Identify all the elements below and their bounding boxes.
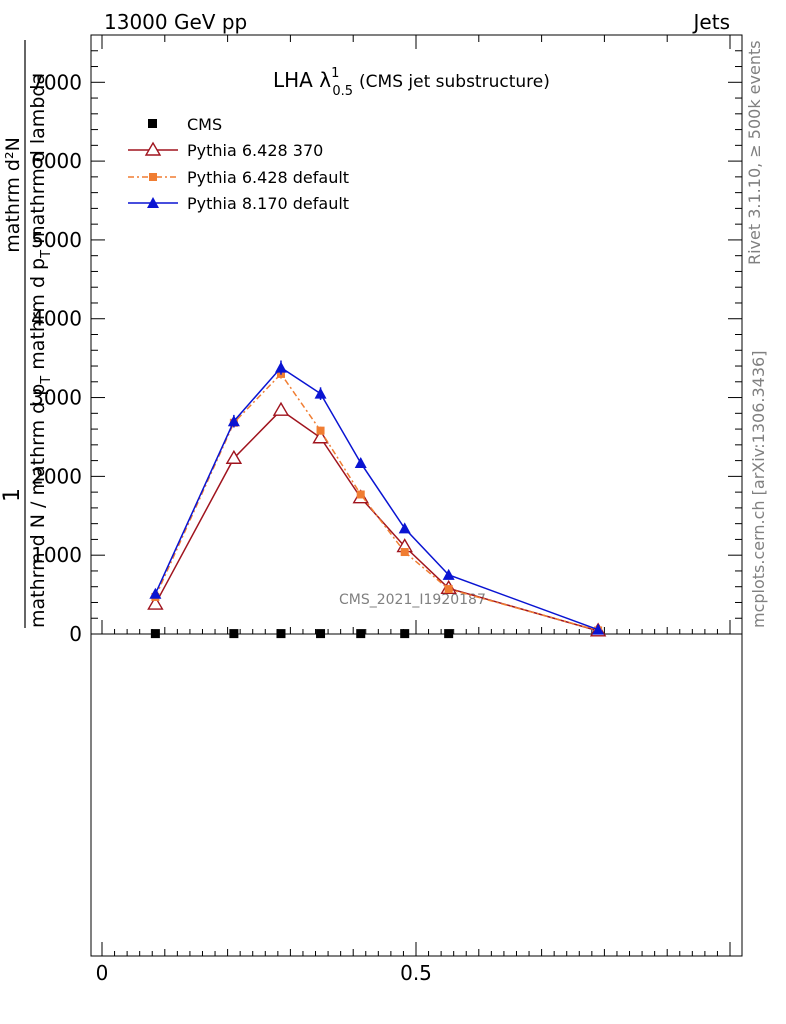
side-text-bottom: mcplots.cern.ch [arXiv:1306.3436] (749, 351, 768, 628)
data-point-p8-default (398, 522, 411, 534)
data-point-p8-default (592, 623, 605, 635)
legend-marker-p6-370 (144, 141, 162, 156)
data-point-p6-370 (312, 429, 329, 444)
data-point-cms (316, 629, 326, 639)
data-point-p8-default (227, 415, 240, 427)
y-tick-label: 4000 (31, 307, 82, 331)
y-tick-label: 3000 (31, 386, 82, 410)
title-main: LHA λ (273, 68, 331, 92)
data-point-p8-default (442, 568, 455, 580)
legend-label-cms: CMS (187, 115, 222, 134)
legend-marker-cms (148, 119, 157, 128)
data-point-p8-default (149, 587, 162, 599)
y-axis-tick-labels: 0 1000 2000 3000 4000 5000 6000 7000 (31, 70, 82, 646)
y-label-den-sub1: T (39, 376, 54, 385)
side-text-top: Rivet 3.1.10, ≥ 500k events (745, 40, 764, 265)
y-label-den-part2: mathrm d p (27, 258, 49, 376)
y-label-den-part1: mathrm d N / mathrm d p (27, 384, 49, 628)
data-point-cms (150, 629, 160, 639)
x-tick-label: 0.5 (400, 961, 432, 985)
y-label-one: 1 (0, 488, 25, 502)
data-point-p8-default (314, 387, 327, 399)
legend-label-p6-370: Pythia 6.428 370 (187, 141, 323, 160)
data-point-p6-370 (147, 595, 164, 610)
series-cms (150, 629, 454, 639)
data-point-p8-default (354, 456, 367, 468)
y-label-den-part3: mathrm d lambda (27, 73, 49, 250)
data-point-cms (400, 629, 410, 639)
data-point-p6-default (400, 548, 409, 557)
data-point-p6-default (316, 426, 325, 435)
data-point-p6-370 (225, 449, 243, 464)
data-point-cms (356, 629, 366, 639)
series-line-p8_default (154, 366, 599, 631)
y-tick-label: 5000 (31, 228, 82, 252)
legend-entry-cms: CMS (148, 115, 222, 134)
series-line-p6_370 (154, 409, 599, 632)
series-line-p6_default (154, 372, 599, 632)
y-tick-label: 0 (69, 622, 82, 646)
data-point-cms (229, 629, 239, 639)
x-axis-tick-labels: 0 0.5 (96, 961, 432, 985)
title-sup: 1 (331, 66, 339, 81)
y-tick-label: 7000 (31, 70, 82, 94)
analysis-watermark: CMS_2021_I1920187 (339, 592, 486, 608)
legend-marker-p8-default (147, 197, 159, 208)
chart-title: LHA λ1 0.5 (CMS jet substructure) (273, 66, 550, 99)
y-axis-ticks (91, 50, 742, 635)
legend-entry-p6-default: Pythia 6.428 default (128, 168, 349, 187)
legend-entry-p6-370: Pythia 6.428 370 (128, 141, 323, 160)
y-tick-label: 1000 (31, 543, 82, 567)
legend-label-p8-default: Pythia 8.170 default (187, 194, 349, 213)
data-point-cms (444, 629, 454, 639)
y-label-numerator: mathrm d²N (2, 137, 24, 253)
series-layer (147, 360, 607, 639)
series-p8_default (149, 360, 605, 635)
ratio-plot-frame (90, 633, 743, 957)
header-left: 13000 GeV pp (104, 10, 247, 34)
legend-marker-p6-default (149, 173, 157, 181)
legend: CMS Pythia 6.428 370 Pythia 6.428 defaul… (128, 115, 349, 213)
y-axis-label: 1 mathrm d²N mathrm d N / mathrm d pT ma… (0, 40, 54, 628)
title-sub: 0.5 (332, 84, 353, 99)
legend-label-p6-default: Pythia 6.428 default (187, 168, 349, 187)
y-label-denominator: mathrm d N / mathrm d pT mathrm d pT mat… (27, 73, 54, 628)
x-tick-label: 0 (96, 961, 109, 985)
data-point-p6-default (356, 490, 365, 499)
y-label-den-sub2: T (39, 250, 54, 259)
data-point-p6-370 (272, 401, 290, 416)
y-tick-label: 2000 (31, 464, 82, 488)
data-point-p6-default (444, 585, 453, 594)
legend-entry-p8-default: Pythia 8.170 default (128, 194, 349, 213)
title-suffix: (CMS jet substructure) (359, 72, 550, 92)
y-tick-label: 6000 (31, 149, 82, 173)
data-point-p8-default (274, 361, 287, 373)
header-right: Jets (692, 10, 730, 34)
data-point-cms (276, 629, 286, 639)
